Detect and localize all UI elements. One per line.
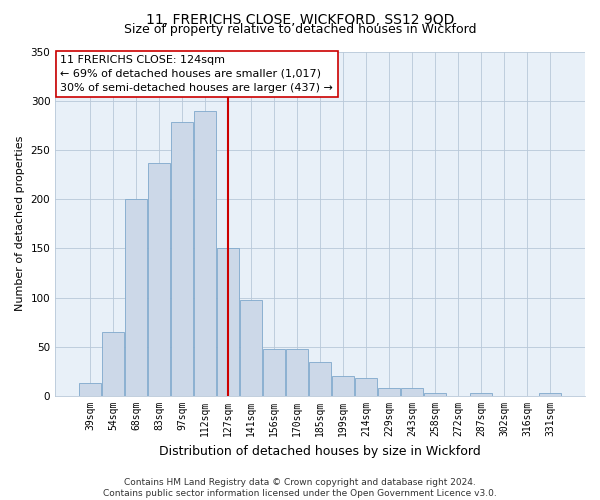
- Text: 11, FRERICHS CLOSE, WICKFORD, SS12 9QD: 11, FRERICHS CLOSE, WICKFORD, SS12 9QD: [146, 12, 454, 26]
- Bar: [102, 332, 124, 396]
- X-axis label: Distribution of detached houses by size in Wickford: Distribution of detached houses by size …: [159, 444, 481, 458]
- Bar: [240, 300, 262, 396]
- Bar: [171, 122, 193, 396]
- Bar: [378, 388, 400, 396]
- Text: Size of property relative to detached houses in Wickford: Size of property relative to detached ho…: [124, 22, 476, 36]
- Bar: [79, 384, 101, 396]
- Bar: [286, 349, 308, 396]
- Bar: [539, 393, 561, 396]
- Text: Contains HM Land Registry data © Crown copyright and database right 2024.
Contai: Contains HM Land Registry data © Crown c…: [103, 478, 497, 498]
- Text: 11 FRERICHS CLOSE: 124sqm
← 69% of detached houses are smaller (1,017)
30% of se: 11 FRERICHS CLOSE: 124sqm ← 69% of detac…: [61, 55, 334, 93]
- Bar: [470, 393, 492, 396]
- Bar: [263, 349, 285, 396]
- Bar: [355, 378, 377, 396]
- Y-axis label: Number of detached properties: Number of detached properties: [15, 136, 25, 312]
- Bar: [309, 362, 331, 396]
- Bar: [401, 388, 423, 396]
- Bar: [194, 110, 216, 396]
- Bar: [332, 376, 354, 396]
- Bar: [148, 162, 170, 396]
- Bar: [424, 393, 446, 396]
- Bar: [125, 199, 147, 396]
- Bar: [217, 248, 239, 396]
